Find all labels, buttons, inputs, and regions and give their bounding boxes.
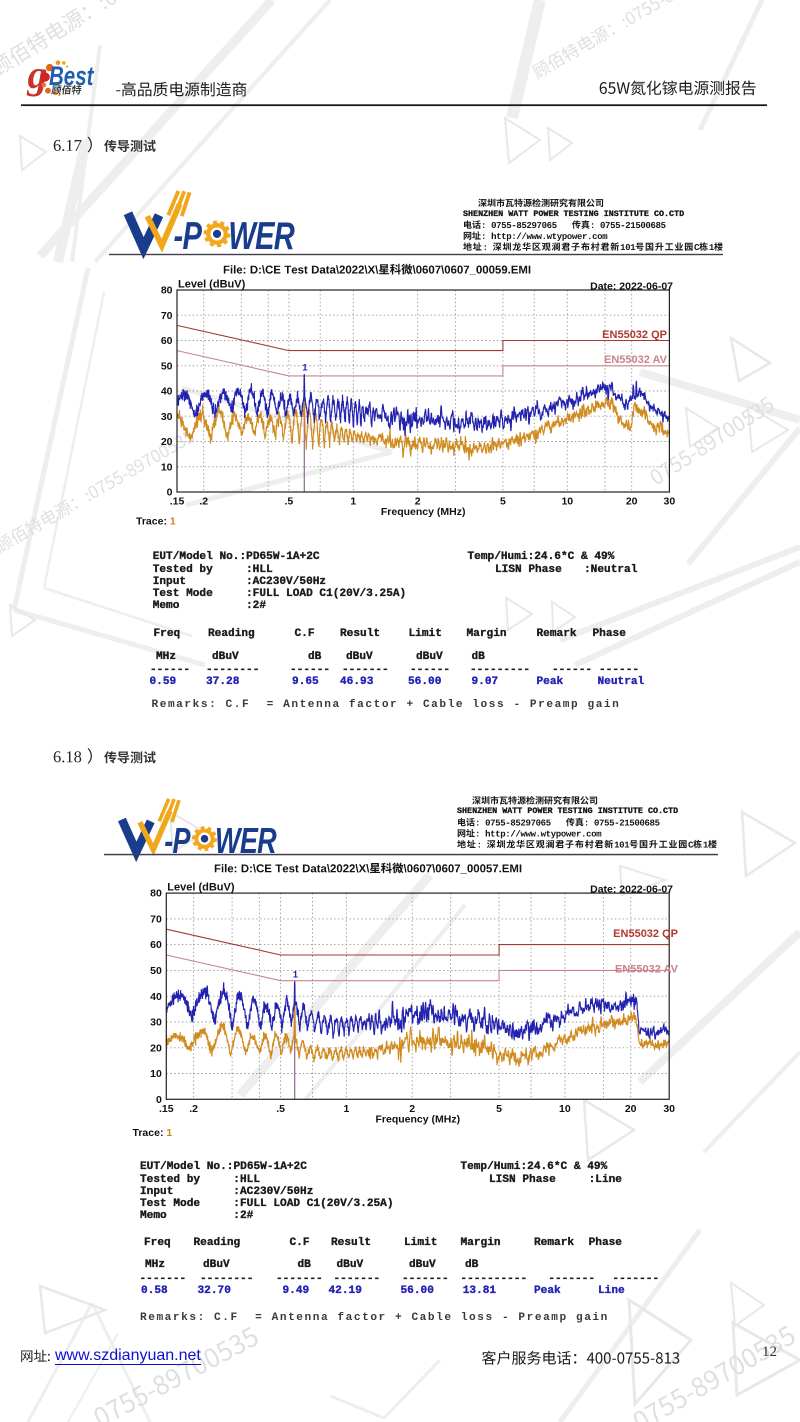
svg-text:.5: .5 [285, 496, 294, 508]
svg-text:Level (dBuV): Level (dBuV) [167, 882, 235, 894]
svg-text:20: 20 [150, 1042, 162, 1054]
svg-text:10: 10 [161, 461, 173, 473]
svg-text:Trace: 1: Trace: 1 [136, 516, 176, 528]
svg-text:10: 10 [559, 1103, 571, 1115]
svg-text:10: 10 [561, 496, 573, 508]
svg-text:Level (dBuV): Level (dBuV) [178, 279, 246, 291]
svg-text:40: 40 [150, 991, 162, 1003]
svg-text:5: 5 [496, 1103, 502, 1115]
svg-text:2: 2 [409, 1103, 415, 1115]
svg-text:60: 60 [150, 939, 162, 951]
svg-text:.5: .5 [276, 1103, 285, 1115]
svg-text:30: 30 [663, 1103, 675, 1115]
svg-text:1: 1 [350, 496, 356, 508]
svg-text:1: 1 [343, 1103, 349, 1115]
svg-text:Frequency (MHz): Frequency (MHz) [381, 506, 466, 518]
svg-text:.15: .15 [159, 1103, 174, 1115]
svg-text:EN55032 AV: EN55032 AV [615, 963, 679, 975]
svg-text:20: 20 [626, 496, 638, 508]
svg-text:-P: -P [174, 215, 202, 258]
svg-text:20: 20 [625, 1103, 637, 1115]
svg-text:.2: .2 [199, 496, 208, 508]
svg-text:EN55032 QP: EN55032 QP [602, 329, 667, 341]
svg-text:80: 80 [161, 285, 173, 297]
svg-text:1: 1 [302, 362, 308, 373]
svg-text:20: 20 [161, 436, 173, 448]
svg-text:Date: 2022-06-07: Date: 2022-06-07 [590, 884, 673, 896]
svg-text:.2: .2 [189, 1103, 198, 1115]
svg-text:50: 50 [150, 965, 162, 977]
svg-text:.15: .15 [170, 496, 185, 508]
svg-text:80: 80 [150, 888, 162, 900]
svg-text:10: 10 [150, 1068, 162, 1080]
svg-text:30: 30 [664, 496, 676, 508]
svg-text:EN55032 QP: EN55032 QP [613, 928, 678, 940]
svg-text:70: 70 [161, 310, 173, 322]
svg-text:0: 0 [156, 1094, 162, 1106]
svg-text:1: 1 [293, 970, 299, 981]
svg-text:5: 5 [500, 496, 506, 508]
svg-text:40: 40 [161, 386, 173, 398]
svg-text:70: 70 [150, 914, 162, 926]
svg-text:Best: Best [49, 62, 94, 92]
svg-text:30: 30 [150, 1017, 162, 1029]
svg-text:2: 2 [415, 496, 421, 508]
svg-text:30: 30 [161, 411, 173, 423]
svg-text:Frequency (MHz): Frequency (MHz) [376, 1113, 461, 1125]
svg-text:Trace: 1: Trace: 1 [133, 1127, 173, 1139]
svg-text:EN55032 AV: EN55032 AV [604, 354, 668, 366]
svg-text:60: 60 [161, 335, 173, 347]
svg-text:0: 0 [167, 487, 173, 499]
svg-text:50: 50 [161, 360, 173, 372]
svg-text:Date: 2022-06-07: Date: 2022-06-07 [590, 281, 673, 293]
svg-text:WER: WER [228, 215, 295, 258]
